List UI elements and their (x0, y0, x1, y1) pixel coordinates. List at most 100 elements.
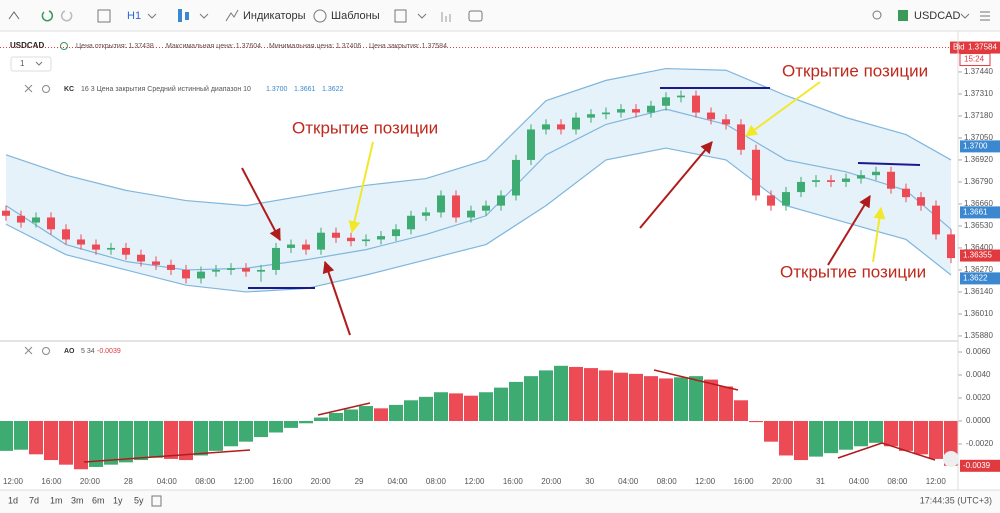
ao-bar (899, 420, 913, 451)
chart-symbol: USDCAD (10, 41, 44, 50)
candle-body (242, 268, 250, 272)
indicators-button[interactable]: Индикаторы (243, 10, 306, 22)
y-tick-label: 1.36660 (964, 199, 993, 208)
candle-body (197, 271, 205, 279)
candle-body (947, 234, 955, 259)
level-lines (248, 87, 921, 289)
ao-bar (104, 420, 118, 465)
settings-kc[interactable] (42, 85, 50, 93)
price-tag-label: 1.3700 (963, 141, 988, 150)
x-tick-label: 16:00 (734, 477, 755, 486)
ao-bar (14, 420, 28, 450)
settings-ao[interactable] (42, 347, 50, 355)
add-icon[interactable] (97, 9, 111, 23)
close-ao[interactable] (24, 346, 33, 355)
range-button[interactable]: 1m (50, 495, 63, 505)
ao-bar (599, 370, 613, 421)
ao-value-tag-label: -0.0039 (963, 461, 991, 470)
kc-lower-value: 1.3622 (322, 86, 344, 93)
ao-bar (374, 408, 388, 421)
candle-body (482, 205, 490, 211)
candle-body (572, 117, 580, 130)
interval[interactable]: H1 (127, 10, 141, 22)
templates-icon[interactable] (313, 9, 327, 23)
chart-type-icon[interactable] (178, 9, 182, 22)
ao-bar (59, 420, 73, 465)
symbol-icon[interactable] (898, 10, 908, 21)
band-upper-line (5, 67, 952, 207)
ao-value: -0.0039 (97, 348, 121, 355)
ao-bar (479, 392, 493, 421)
candle-body (677, 95, 685, 98)
range-button[interactable]: 7d (29, 495, 39, 505)
candle-body (182, 269, 190, 279)
x-tick-label: 20:00 (80, 477, 101, 486)
screenshot-icon[interactable] (468, 10, 483, 22)
ao-bar (344, 409, 358, 421)
band-area (6, 68, 951, 292)
range-button[interactable]: 3m (71, 495, 84, 505)
candle-body (542, 124, 550, 130)
x-tick-label: 16:00 (41, 477, 62, 486)
x-tick-label: 04:00 (157, 477, 178, 486)
y-tick-label: 1.36400 (964, 243, 993, 252)
ao-bar (569, 366, 583, 421)
ao-bar (29, 420, 43, 455)
y-tick-label: 0.0020 (966, 393, 991, 402)
candle-body (122, 247, 130, 255)
ao-bar (779, 420, 793, 456)
y-tick-label: 0.0000 (966, 416, 991, 425)
compare-icon[interactable] (441, 12, 451, 22)
symbol-selector[interactable]: USDCAD (914, 10, 961, 22)
ao-bar (389, 404, 403, 421)
menu-icon[interactable] (980, 11, 990, 21)
calendar-icon[interactable] (394, 9, 407, 23)
y-tick-label: 1.37180 (964, 111, 993, 120)
search-icon[interactable] (872, 10, 882, 20)
y-tick-label: 1.35880 (964, 331, 993, 340)
kc-legend (10, 80, 385, 98)
ao-bar (44, 420, 58, 461)
candle-body (917, 197, 925, 206)
y-tick-label: 1.37310 (964, 89, 993, 98)
candle-body (362, 239, 370, 242)
countdown-tag (959, 53, 991, 67)
collapse-icon[interactable] (8, 11, 20, 20)
x-tick-label: 04:00 (387, 477, 408, 486)
ao-bar (494, 387, 508, 421)
scroll-button[interactable] (943, 451, 959, 467)
x-tick-label: 31 (816, 477, 825, 486)
x-tick-label: 08:00 (195, 477, 216, 486)
indicators-icon[interactable] (225, 9, 239, 22)
candle-body (737, 124, 745, 150)
range-button[interactable]: 1y (113, 495, 123, 505)
layout-selector[interactable] (10, 56, 52, 72)
candle-body (257, 269, 265, 272)
undo-icon[interactable] (41, 10, 54, 22)
ao-bar (209, 420, 223, 451)
ao-bar (74, 420, 88, 470)
redo-icon[interactable] (60, 10, 73, 22)
range-button[interactable]: 1d (8, 495, 18, 505)
annotation: Открытие позиции (780, 262, 926, 281)
ao-bar (419, 396, 433, 421)
ao-bar (149, 420, 163, 458)
ao-bar (179, 420, 193, 461)
candle-body (467, 210, 475, 218)
candle-body (32, 217, 40, 223)
ao-bar (809, 420, 823, 457)
kc-middle-value: 1.3661 (294, 86, 316, 93)
ao-bar (629, 373, 643, 421)
range-button[interactable]: 5y (134, 495, 144, 505)
price-tag (960, 249, 1000, 262)
ao-params: 5 34 (81, 348, 95, 355)
close-kc[interactable] (24, 84, 33, 93)
range-button[interactable]: 6m (92, 495, 105, 505)
templates-button[interactable]: Шаблоны (331, 10, 380, 22)
ao-bar (524, 376, 538, 421)
ao-bar (329, 412, 343, 421)
candle-body (62, 229, 70, 240)
date-picker[interactable] (151, 495, 162, 507)
ao-bar (749, 420, 763, 423)
